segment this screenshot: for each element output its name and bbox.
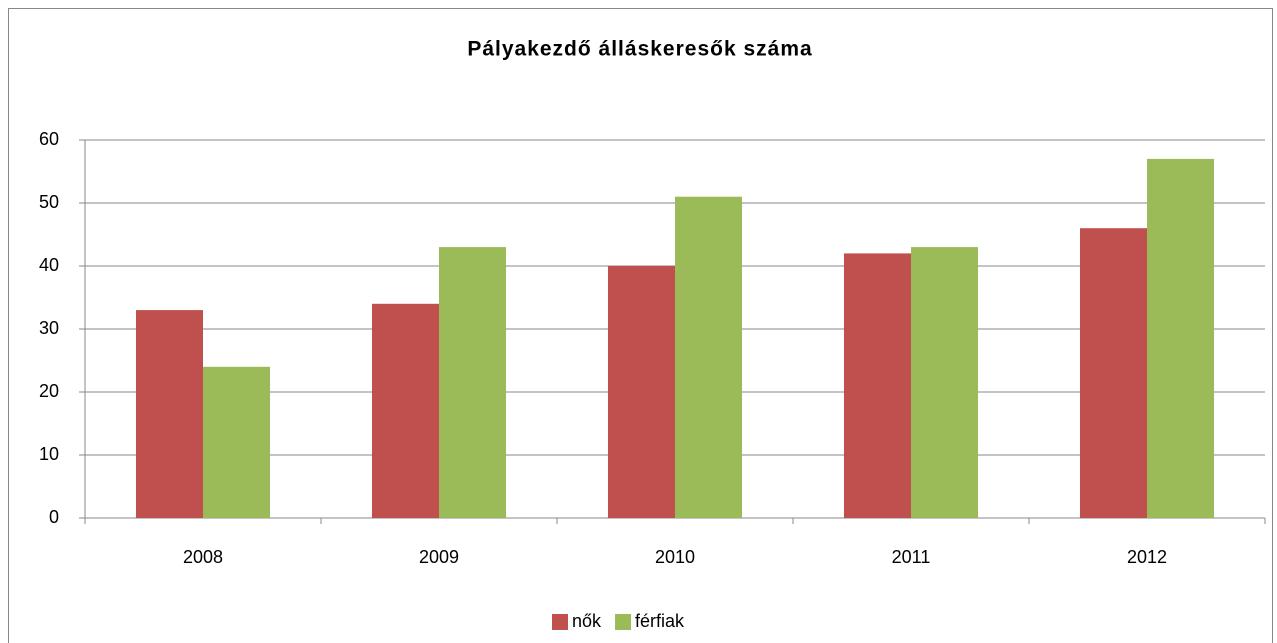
bar xyxy=(607,266,675,518)
bar xyxy=(135,310,203,518)
bar xyxy=(911,247,979,518)
bar xyxy=(1147,158,1215,518)
legend-label: férfiak xyxy=(635,611,685,631)
chart-title: Pályakezdő álláskeresők száma xyxy=(467,38,812,61)
bar xyxy=(203,366,271,518)
y-tick-label: 20 xyxy=(39,381,59,401)
x-tick-label: 2009 xyxy=(419,547,459,567)
bar xyxy=(371,303,439,518)
y-tick-label: 50 xyxy=(39,192,59,212)
y-tick-label: 0 xyxy=(49,507,59,527)
legend-swatch xyxy=(615,614,632,630)
bar xyxy=(439,247,507,518)
y-tick-label: 10 xyxy=(39,444,59,464)
x-tick-label: 2010 xyxy=(655,547,695,567)
bar xyxy=(675,196,743,518)
legend-label: nők xyxy=(572,611,602,631)
legend-swatch xyxy=(552,614,568,630)
y-tick-label: 30 xyxy=(39,318,59,338)
x-tick-label: 2012 xyxy=(1127,547,1167,567)
bar xyxy=(843,253,911,518)
y-tick-label: 40 xyxy=(39,255,59,275)
x-tick-label: 2008 xyxy=(183,547,223,567)
x-tick-label: 2011 xyxy=(892,547,931,567)
bar xyxy=(1079,228,1147,518)
y-tick-label: 60 xyxy=(39,129,59,149)
